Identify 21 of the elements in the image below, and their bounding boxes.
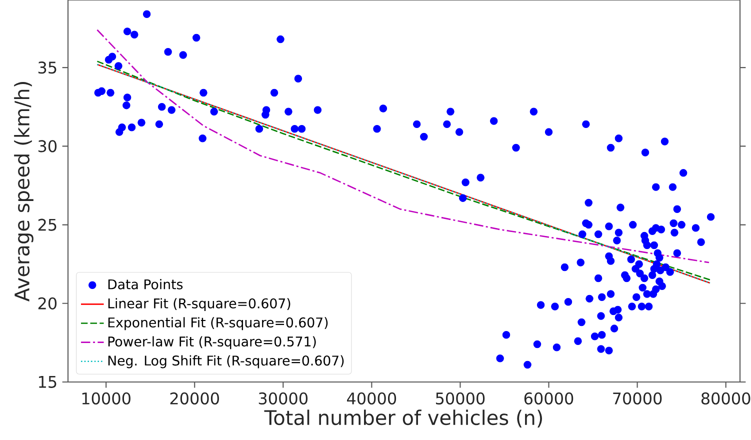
- y-tick-label: 30: [38, 140, 57, 152]
- legend-label: Linear Fit (R-square=0.607): [108, 298, 290, 312]
- x-tick-label: 30000: [258, 392, 308, 405]
- x-tick-label: 50000: [436, 392, 485, 405]
- line-series: [96, 29, 710, 264]
- legend-label: Data Points: [108, 279, 183, 290]
- legend-label: Power-law Fit (R-square=0.571): [108, 336, 316, 350]
- y-axis-title: Average speed (km/h): [14, 82, 34, 302]
- y-tick-label: 15: [38, 376, 56, 388]
- legend-label: Exponential Fit (R-square=0.607): [108, 317, 328, 330]
- x-axis-title: Total number of vehicles (n): [264, 410, 542, 428]
- x-tick-label: 80000: [701, 392, 750, 405]
- x-tick-label: 10000: [82, 392, 130, 405]
- x-tick-label: 60000: [524, 392, 574, 405]
- y-tick-label: 25: [38, 218, 56, 231]
- x-tick-label: 70000: [613, 392, 662, 405]
- x-tick-label: 40000: [347, 392, 396, 405]
- legend-label: Neg. Log Shift Fit (R-square=0.607): [108, 355, 344, 368]
- y-tick-label: 35: [38, 62, 56, 74]
- x-tick-label: 20000: [170, 392, 219, 405]
- y-tick-label: 20: [38, 297, 57, 310]
